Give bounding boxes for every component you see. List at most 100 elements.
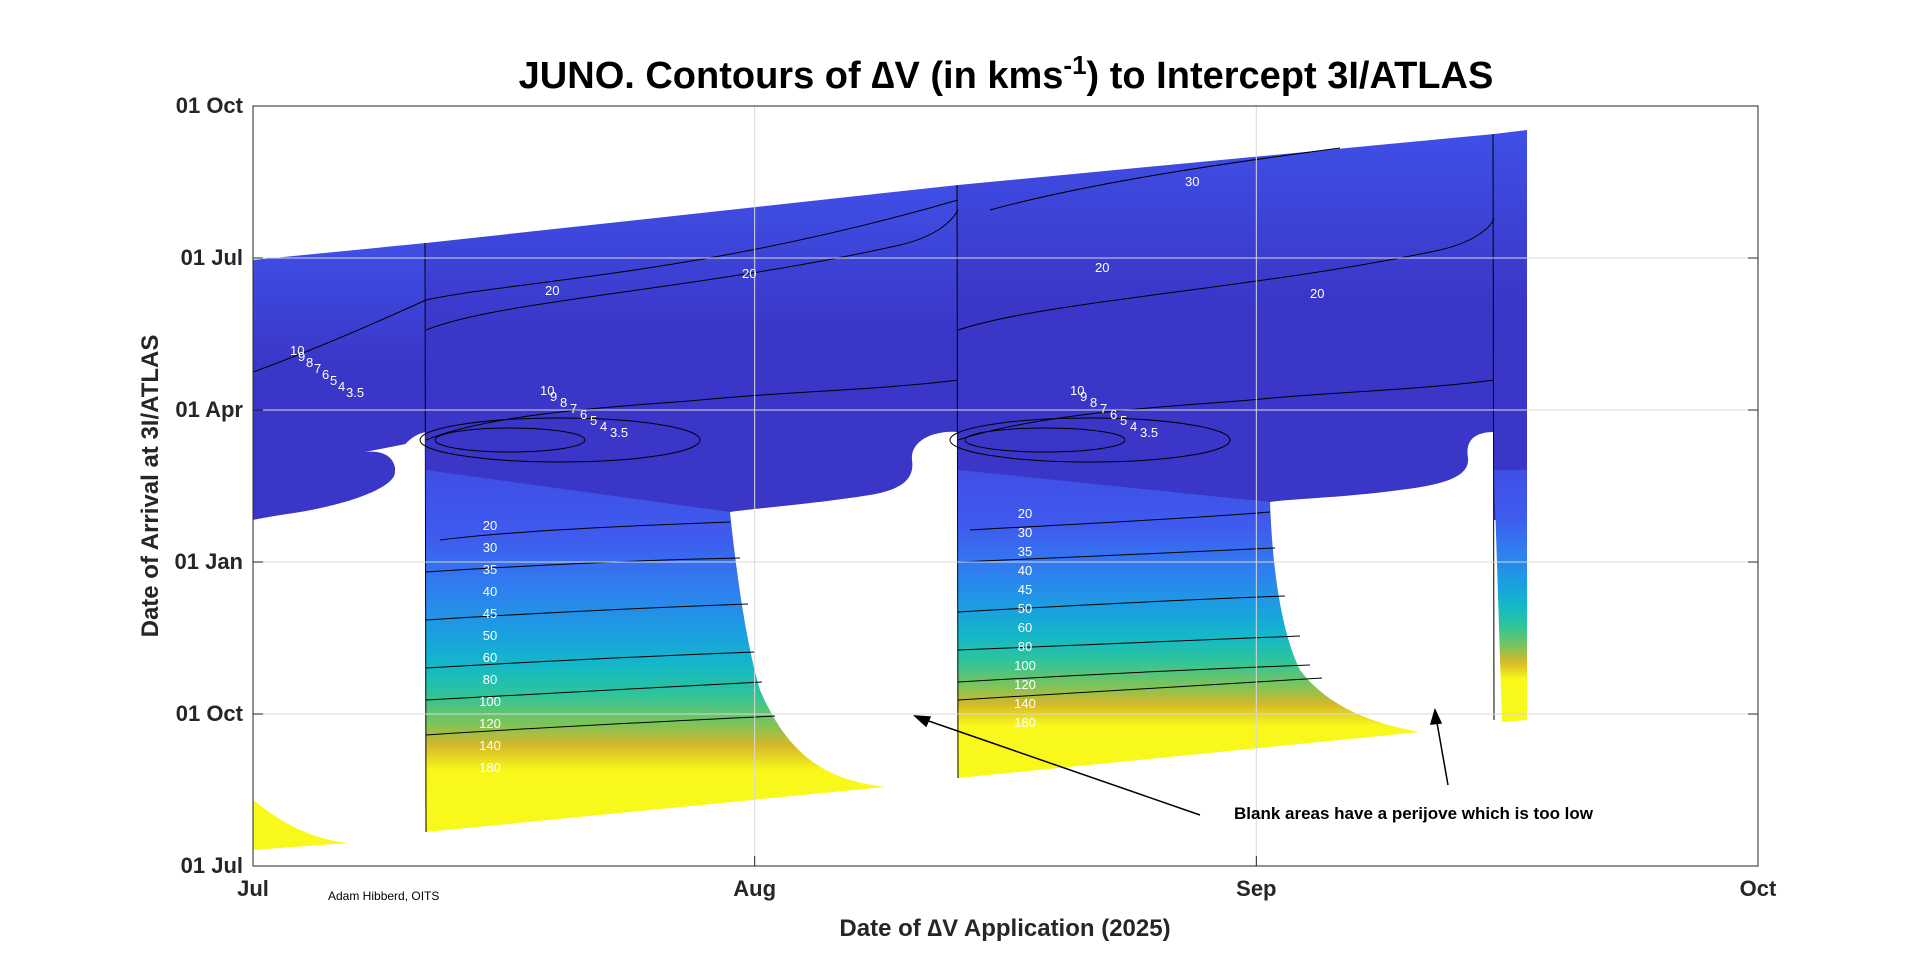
y-tick-label: 01 Jul bbox=[181, 853, 243, 878]
contour-label: 10 bbox=[1070, 383, 1084, 398]
contour-line bbox=[439, 521, 731, 541]
annotation-text: Blank areas have a perijove which is too… bbox=[1234, 804, 1594, 823]
contour-label: 120 bbox=[1014, 677, 1036, 692]
contour-lines bbox=[253, 133, 1495, 833]
contour-line bbox=[964, 427, 1126, 453]
contour-label: 45 bbox=[1018, 582, 1032, 597]
contour-line bbox=[957, 664, 1311, 683]
contour-label: 35 bbox=[1018, 544, 1032, 559]
region-band3-upper bbox=[958, 134, 1494, 520]
contour-label: 6 bbox=[322, 367, 329, 382]
contour-label: 40 bbox=[1018, 563, 1032, 578]
contour-label: 4 bbox=[1130, 419, 1137, 434]
contour-line bbox=[957, 217, 1495, 331]
x-tick-label: Aug bbox=[733, 876, 776, 901]
credit-text: Adam Hibberd, OITS bbox=[328, 889, 439, 903]
axes-border bbox=[252, 105, 1759, 867]
contour-label: 100 bbox=[1014, 658, 1036, 673]
contour-label: 9 bbox=[298, 349, 305, 364]
contour-label: 5 bbox=[330, 373, 337, 388]
contour-labels: 2030354045506080100120140180203035404550… bbox=[290, 174, 1324, 775]
contour-label: 20 bbox=[1018, 506, 1032, 521]
region-band4-lower bbox=[1494, 470, 1527, 722]
contour-line bbox=[425, 209, 959, 331]
chart-title: JUNO. Contours of ∆V (in kms-1) to Inter… bbox=[519, 50, 1494, 97]
x-tick-label: Jul bbox=[237, 876, 269, 901]
contour-label: 180 bbox=[479, 760, 501, 775]
contour-label: 120 bbox=[479, 716, 501, 731]
contour-line bbox=[425, 681, 763, 701]
contour-label: 6 bbox=[580, 407, 587, 422]
arrow-line-right bbox=[1435, 716, 1449, 786]
contour-label: 9 bbox=[1080, 389, 1087, 404]
contour-line bbox=[969, 511, 1271, 531]
contour-label: 7 bbox=[1100, 401, 1107, 416]
x-tick-label: Oct bbox=[1740, 876, 1777, 901]
x-tick-labels: Jul Aug Sep Oct bbox=[237, 876, 1777, 901]
contour-label: 4 bbox=[600, 419, 607, 434]
contour-label: 8 bbox=[560, 395, 567, 410]
contour-label: 100 bbox=[479, 694, 501, 709]
contour-line bbox=[425, 651, 756, 669]
contour-label: 20 bbox=[1095, 260, 1109, 275]
filled-contours bbox=[253, 130, 1527, 850]
contour-label: 30 bbox=[1185, 174, 1199, 189]
y-tick-label: 01 Oct bbox=[176, 93, 244, 118]
region-band2-upper bbox=[426, 185, 958, 520]
x-axis-label: Date of ∆V Application (2025) bbox=[839, 915, 1170, 942]
contour-label: 45 bbox=[483, 606, 497, 621]
arrowhead-right bbox=[1429, 707, 1443, 725]
contour-label: 20 bbox=[1310, 286, 1324, 301]
contour-line bbox=[425, 379, 959, 441]
arrow-line-left bbox=[919, 717, 1201, 816]
contour-line bbox=[1492, 133, 1495, 721]
contour-label: 50 bbox=[483, 628, 497, 643]
contour-label: 10 bbox=[540, 383, 554, 398]
contour-label: 7 bbox=[314, 361, 321, 376]
contour-line bbox=[419, 417, 701, 463]
y-tick-label: 01 Jul bbox=[181, 245, 243, 270]
contour-label: 20 bbox=[545, 283, 559, 298]
contour-line bbox=[425, 603, 749, 621]
contour-label: 80 bbox=[1018, 639, 1032, 654]
contour-label: 8 bbox=[1090, 395, 1097, 410]
contour-line bbox=[989, 147, 1341, 211]
contour-line bbox=[253, 199, 959, 373]
region-yellow-lowleft bbox=[253, 800, 348, 850]
contour-label: 5 bbox=[1120, 413, 1127, 428]
contour-label: 30 bbox=[483, 540, 497, 555]
gridlines bbox=[252, 105, 1759, 867]
region-band4-upper bbox=[1494, 130, 1527, 520]
contour-label: 60 bbox=[483, 650, 497, 665]
y-tick-label: 01 Jan bbox=[175, 549, 244, 574]
contour-label: 50 bbox=[1018, 601, 1032, 616]
contour-line bbox=[434, 427, 586, 453]
x-tick-label: Sep bbox=[1236, 876, 1276, 901]
contour-line bbox=[425, 715, 776, 736]
region-band1-lower bbox=[253, 440, 426, 520]
contour-label: 40 bbox=[483, 584, 497, 599]
contour-label: 10 bbox=[290, 343, 304, 358]
contour-line bbox=[957, 595, 1286, 613]
contour-label: 35 bbox=[483, 562, 497, 577]
arrowhead-left bbox=[912, 715, 932, 728]
contour-line bbox=[949, 417, 1231, 463]
contour-label: 140 bbox=[479, 738, 501, 753]
contour-label: 60 bbox=[1018, 620, 1032, 635]
y-tick-labels: 01 Jul 01 Oct 01 Jan 01 Apr 01 Jul 01 Oct bbox=[175, 93, 244, 878]
contour-label: 8 bbox=[306, 355, 313, 370]
contour-label: 20 bbox=[483, 518, 497, 533]
contour-label: 180 bbox=[1014, 715, 1036, 730]
contour-label: 3.5 bbox=[1140, 425, 1158, 440]
contour-label: 5 bbox=[590, 413, 597, 428]
contour-label: 3.5 bbox=[610, 425, 628, 440]
contour-label: 3.5 bbox=[346, 385, 364, 400]
y-axis-label: Date of Arrival at 3I/ATLAS bbox=[137, 335, 164, 638]
contour-label: 4 bbox=[338, 379, 345, 394]
contour-label: 30 bbox=[1018, 525, 1032, 540]
contour-line bbox=[956, 184, 959, 779]
contour-label: 140 bbox=[1014, 696, 1036, 711]
annotation-arrows bbox=[912, 707, 1449, 816]
y-tick-label: 01 Apr bbox=[175, 397, 243, 422]
